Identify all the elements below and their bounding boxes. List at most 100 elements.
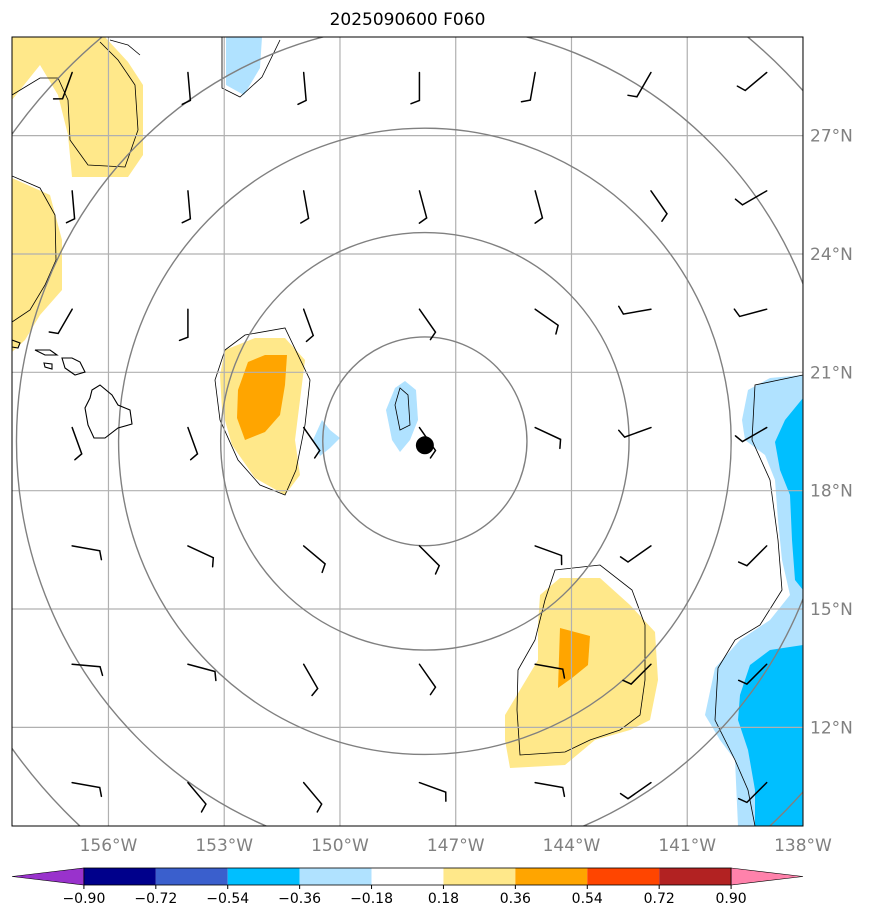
wind-barb: [302, 308, 315, 343]
colorbar-label: 0.54: [572, 891, 603, 907]
longitude-label: 144°W: [543, 836, 601, 856]
wind-barb: [734, 426, 768, 443]
range-ring: [117, 127, 732, 756]
colorbar-label: 0.18: [428, 891, 459, 907]
wind-barb: [48, 308, 73, 335]
wind-barb: [178, 308, 189, 342]
wind-barb: [302, 545, 327, 574]
positive-anomaly-region: [505, 578, 658, 768]
map-title: 2025090600 F060: [329, 10, 486, 30]
wind-barb: [534, 545, 563, 566]
colorbar-bin: [587, 868, 660, 885]
lat-lon-gridlines: [12, 37, 803, 826]
longitude-label: 156°W: [80, 836, 138, 856]
colorbar-bin: [443, 868, 516, 885]
range-ring: [322, 336, 528, 547]
colorbar-bin: [11, 867, 85, 886]
colorbar-label: 0.36: [500, 891, 531, 907]
wind-barb: [418, 426, 437, 459]
hawaii-coastline: [12, 339, 133, 439]
colorbar-label: 0.72: [644, 891, 675, 907]
latitude-label: 27°N: [810, 127, 853, 147]
negative-anomaly-region: [226, 37, 262, 95]
longitude-label: 147°W: [427, 836, 485, 856]
wind-barb: [181, 71, 192, 106]
colorbar-label: −0.18: [350, 891, 393, 907]
colorbar-label: −0.54: [206, 891, 249, 907]
colorbar-bin: [83, 868, 156, 885]
colorbar-bin: [730, 867, 804, 886]
moderate-positive-anomaly: [558, 628, 590, 688]
colorbar-label: −0.72: [134, 891, 177, 907]
wind-barb: [418, 190, 428, 224]
wind-barb: [737, 663, 768, 685]
strong-negative-anomaly: [738, 645, 803, 826]
wind-barb: [534, 426, 562, 450]
longitude-label: 153°W: [195, 836, 253, 856]
wind-barb: [534, 781, 566, 798]
wind-barb: [622, 663, 652, 685]
anomaly-shading: [12, 37, 803, 826]
longitude-tick-labels: 156°W 153°W 150°W 147°W 144°W 141°W 138°W: [80, 836, 832, 856]
wind-barb: [52, 71, 73, 100]
wind-barb: [520, 71, 536, 103]
wind-barb: [534, 190, 544, 224]
wind-barb: [181, 190, 192, 224]
wind-barb: [71, 781, 103, 798]
wind-barb: [187, 426, 199, 461]
wind-barb: [418, 663, 437, 696]
wind-barb: [71, 426, 83, 461]
wind-barb: [410, 71, 421, 105]
wind-barb: [619, 781, 652, 800]
latitude-label: 24°N: [810, 245, 853, 265]
colorbar: −0.90 −0.72 −0.54 −0.36 −0.18 0.18 0.36 0.54 0.7…: [11, 867, 804, 907]
longitude-label: 138°W: [774, 836, 832, 856]
wind-barb: [534, 308, 559, 335]
wind-barb: [71, 545, 103, 561]
wind-barb: [187, 545, 215, 568]
wind-barb: [418, 308, 437, 341]
moderate-positive-anomaly: [237, 355, 287, 440]
negative-anomaly-region: [386, 381, 418, 452]
latitude-label: 15°N: [810, 600, 853, 620]
wind-barb: [71, 663, 104, 677]
wind-barb: [534, 663, 566, 679]
latitude-label: 21°N: [810, 363, 853, 383]
longitude-label: 141°W: [658, 836, 716, 856]
wind-barb: [737, 781, 768, 804]
colorbar-label: 0.90: [716, 891, 747, 907]
wind-barb: [418, 781, 447, 802]
wind-barb: [302, 663, 319, 697]
range-ring: [219, 231, 630, 651]
storm-center-marker: [415, 436, 434, 455]
wind-barb: [733, 308, 768, 318]
wind-barb: [297, 71, 307, 106]
longitude-label: 150°W: [311, 836, 369, 856]
range-ring: [15, 37, 803, 826]
strong-negative-anomaly: [775, 398, 803, 590]
wind-barb: [619, 545, 652, 563]
colorbar-bin: [515, 868, 588, 885]
wind-barb: [650, 190, 668, 222]
wind-barb: [737, 545, 768, 567]
latitude-label: 12°N: [810, 718, 853, 738]
colorbar-bin: [371, 868, 444, 885]
anomaly-contours: [12, 37, 803, 826]
map-frame: [11, 36, 804, 827]
colorbar-label: −0.36: [278, 891, 321, 907]
colorbar-label: −0.90: [62, 891, 105, 907]
wind-barb: [300, 190, 310, 224]
latitude-tick-labels: 27°N 24°N 21°N 18°N 15°N 12°N: [810, 127, 853, 739]
colorbar-outline: [83, 867, 732, 886]
colorbar-bin: [659, 868, 732, 885]
wind-barb: [302, 426, 321, 459]
wind-barb: [187, 781, 207, 813]
wind-barb: [618, 426, 652, 439]
positive-anomaly-region: [12, 178, 62, 352]
colorbar-bin: [227, 868, 300, 885]
wind-barbs: [48, 71, 768, 813]
latitude-label: 18°N: [810, 482, 853, 502]
